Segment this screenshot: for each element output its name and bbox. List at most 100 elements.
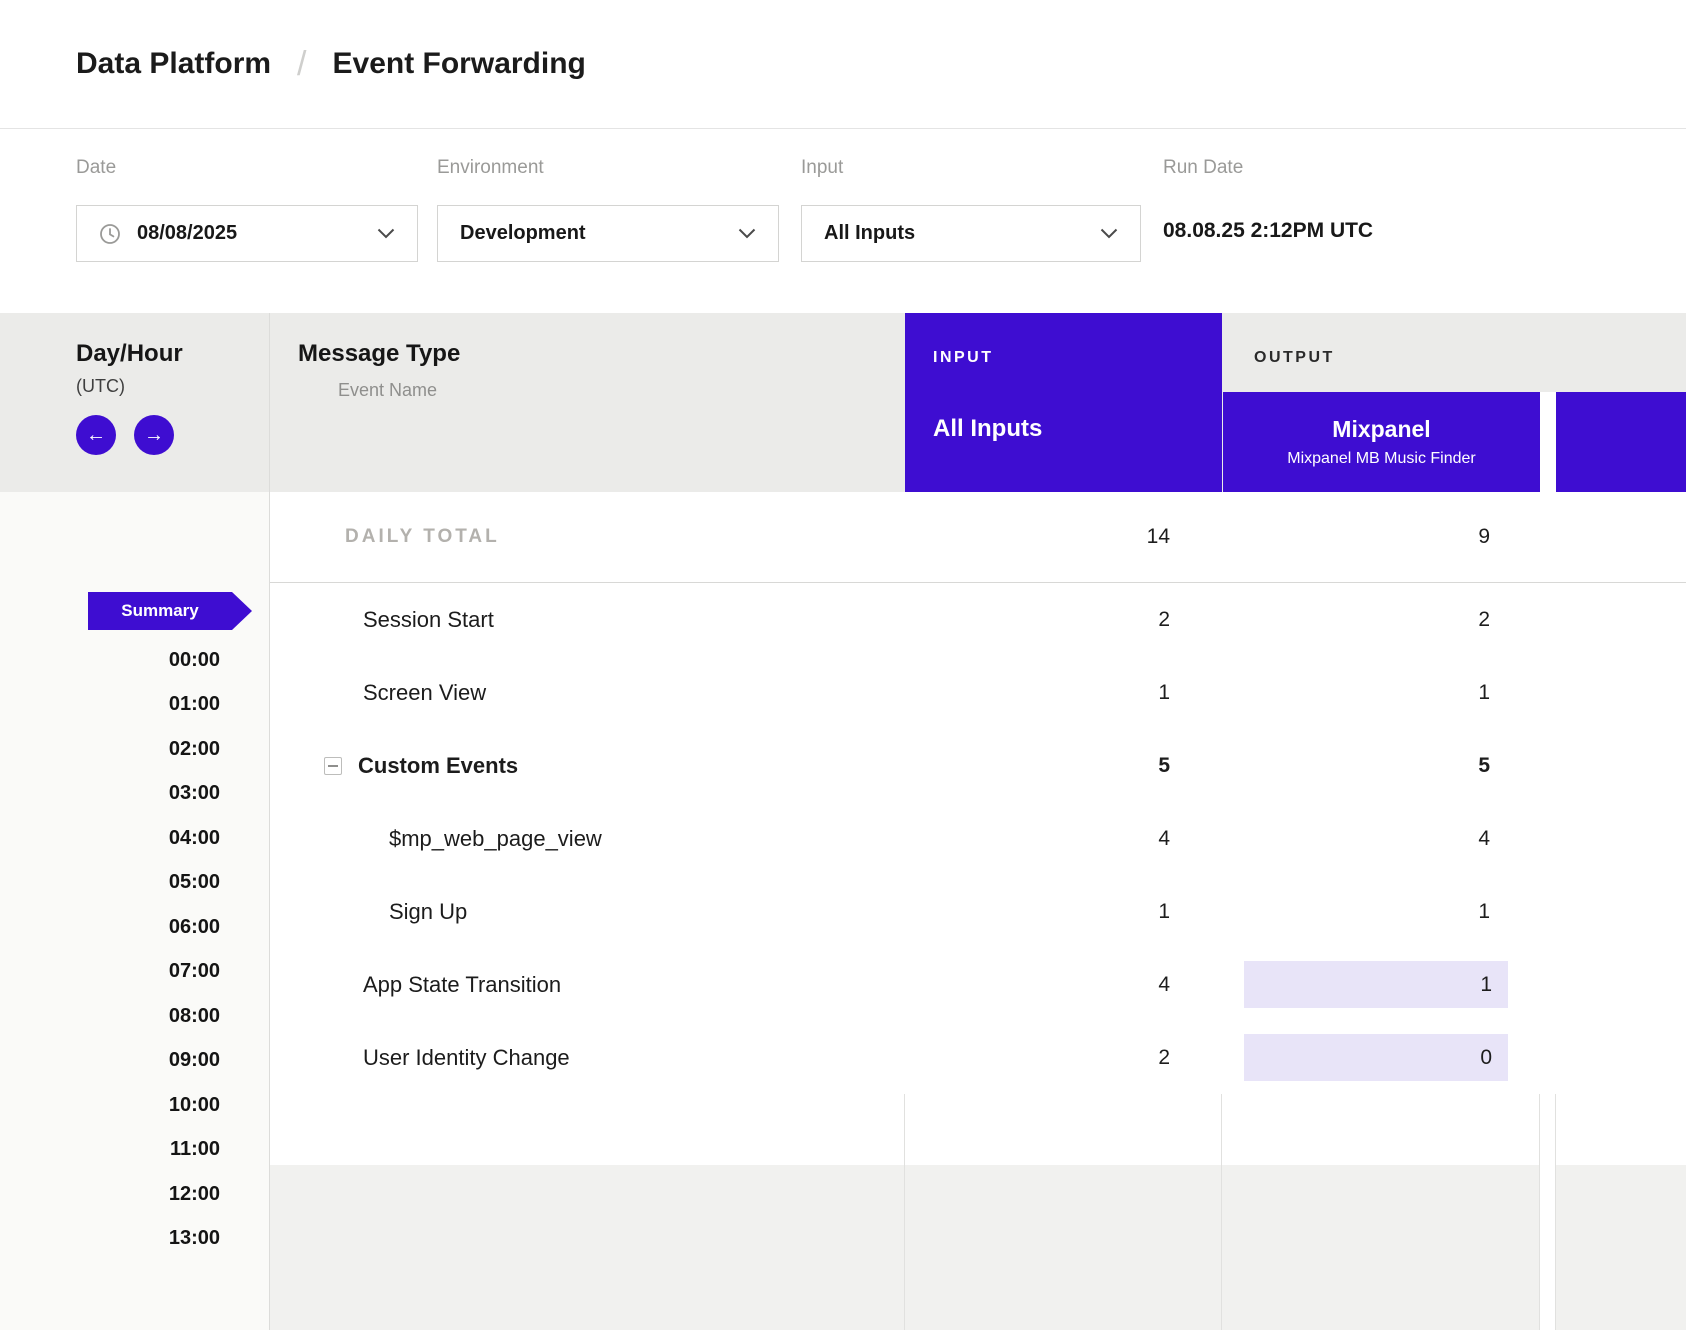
run-date-label: Run Date [1163, 157, 1373, 179]
input-count: 1 [905, 900, 1222, 924]
environment-value: Development [460, 222, 586, 245]
hour-item[interactable]: 07:00 [0, 950, 220, 995]
output-count: 2 [1222, 608, 1540, 632]
table-row: Session Start22 [270, 583, 1686, 656]
breadcrumb-section[interactable]: Data Platform [76, 47, 271, 81]
hour-item[interactable]: 08:00 [0, 994, 220, 1039]
chevron-down-icon [738, 228, 756, 239]
environment-filter-label: Environment [437, 157, 779, 179]
output-count: 1 [1222, 900, 1540, 924]
daily-total-label: DAILY TOTAL [270, 526, 905, 548]
input-filter-label: Input [801, 157, 1141, 179]
collapse-minus-icon[interactable] [324, 757, 342, 775]
output-mixpanel-header[interactable]: Mixpanel Mixpanel MB Music Finder [1223, 392, 1540, 492]
prev-day-button[interactable]: ← [76, 415, 116, 455]
input-filter: Input All Inputs [801, 157, 1141, 262]
run-date-value: 08.08.25 2:12PM UTC [1163, 219, 1373, 243]
hour-item[interactable]: 11:00 [0, 1128, 220, 1173]
table-header: Day/Hour (UTC) ← → Message Type Event Na… [0, 313, 1686, 492]
hour-rail: Summary 00:0001:0002:0003:0004:0005:0006… [0, 592, 270, 1261]
hour-item[interactable]: 10:00 [0, 1083, 220, 1128]
output-column-label: OUTPUT [1254, 349, 1335, 367]
hour-item[interactable]: 00:00 [0, 638, 220, 683]
message-type-header: Message Type Event Name [298, 340, 460, 401]
hour-item[interactable]: 06:00 [0, 905, 220, 950]
event-name-subtitle: Event Name [338, 380, 460, 401]
input-dropdown[interactable]: All Inputs [801, 205, 1141, 262]
daily-total-row: DAILY TOTAL 14 9 [270, 492, 1686, 583]
environment-filter: Environment Development [437, 157, 779, 262]
hour-item[interactable]: 01:00 [0, 683, 220, 728]
input-count: 1 [905, 681, 1222, 705]
event-name-label: Custom Events [358, 753, 518, 779]
date-filter-label: Date [76, 157, 418, 179]
day-hour-title: Day/Hour [76, 340, 183, 368]
hour-item[interactable]: 04:00 [0, 816, 220, 861]
table-row: Screen View11 [270, 656, 1686, 729]
message-type-title: Message Type [298, 340, 460, 368]
output-count: 4 [1222, 827, 1540, 851]
environment-dropdown[interactable]: Development [437, 205, 779, 262]
day-hour-header: Day/Hour (UTC) ← → [76, 340, 183, 455]
hour-item[interactable]: 09:00 [0, 1039, 220, 1084]
event-name: App State Transition [270, 972, 905, 998]
date-filter: Date 08/08/2025 [76, 157, 418, 262]
input-count: 5 [905, 754, 1222, 778]
chevron-down-icon [377, 228, 395, 239]
event-name: $mp_web_page_view [270, 826, 905, 852]
date-value: 08/08/2025 [137, 222, 237, 245]
input-column-value: All Inputs [933, 415, 1222, 443]
day-hour-subtitle: (UTC) [76, 376, 183, 397]
arrow-right-icon: → [144, 425, 164, 445]
input-column-header: INPUT All Inputs [905, 313, 1222, 492]
input-value: All Inputs [824, 222, 915, 245]
event-name: Sign Up [270, 899, 905, 925]
clock-icon [99, 223, 121, 245]
table-row: App State Transition41 [270, 948, 1686, 1021]
event-forwarding-page: Data Platform / Event Forwarding Date 08… [0, 0, 1686, 1330]
output-count: 1 [1222, 681, 1540, 705]
input-count: 4 [905, 973, 1222, 997]
table-row: Sign Up11 [270, 875, 1686, 948]
output-count: 5 [1222, 754, 1540, 778]
event-name: Screen View [270, 680, 905, 706]
hours-list: 00:0001:0002:0003:0004:0005:0006:0007:00… [0, 638, 270, 1261]
hour-item[interactable]: 12:00 [0, 1172, 220, 1217]
breadcrumb: Data Platform / Event Forwarding [0, 0, 1686, 129]
summary-flag-label: Summary [121, 601, 198, 621]
run-date: Run Date 08.08.25 2:12PM UTC [1163, 157, 1373, 243]
output-connection-subtitle: Mixpanel MB Music Finder [1287, 450, 1476, 468]
hour-item[interactable]: 05:00 [0, 861, 220, 906]
day-nav: ← → [76, 415, 183, 455]
event-name: User Identity Change [270, 1045, 905, 1071]
table-row: Custom Events 55 [270, 729, 1686, 802]
input-count: 2 [905, 608, 1222, 632]
table-row: $mp_web_page_view44 [270, 802, 1686, 875]
date-dropdown[interactable]: 08/08/2025 [76, 205, 418, 262]
input-count: 4 [905, 827, 1222, 851]
hour-item[interactable]: 02:00 [0, 727, 220, 772]
input-count: 2 [905, 1046, 1222, 1070]
summary-flag[interactable]: Summary [88, 592, 232, 630]
highlighted-output-cell: 0 [1244, 1034, 1508, 1081]
table-filler-area [270, 1165, 1686, 1330]
filter-bar: Date 08/08/2025 Environment Development … [0, 129, 1686, 313]
chevron-down-icon [1100, 228, 1118, 239]
event-rows: Session Start22Screen View11Custom Event… [270, 583, 1686, 1094]
hour-item[interactable]: 03:00 [0, 772, 220, 817]
table-row: User Identity Change20 [270, 1021, 1686, 1094]
highlighted-output-cell: 1 [1244, 961, 1508, 1008]
output-count: 0 [1222, 1034, 1540, 1081]
hour-item[interactable]: 13:00 [0, 1217, 220, 1262]
event-name: Session Start [270, 607, 905, 633]
daily-total-input: 14 [905, 525, 1222, 549]
output-next-header-partial [1556, 392, 1686, 492]
arrow-left-icon: ← [86, 425, 106, 445]
breadcrumb-separator: / [297, 45, 306, 84]
page-title: Event Forwarding [333, 47, 586, 81]
next-day-button[interactable]: → [134, 415, 174, 455]
daily-total-output: 9 [1222, 525, 1540, 549]
output-connection-name: Mixpanel [1332, 416, 1430, 443]
event-name: Custom Events [270, 753, 905, 779]
input-column-label: INPUT [933, 349, 1222, 367]
